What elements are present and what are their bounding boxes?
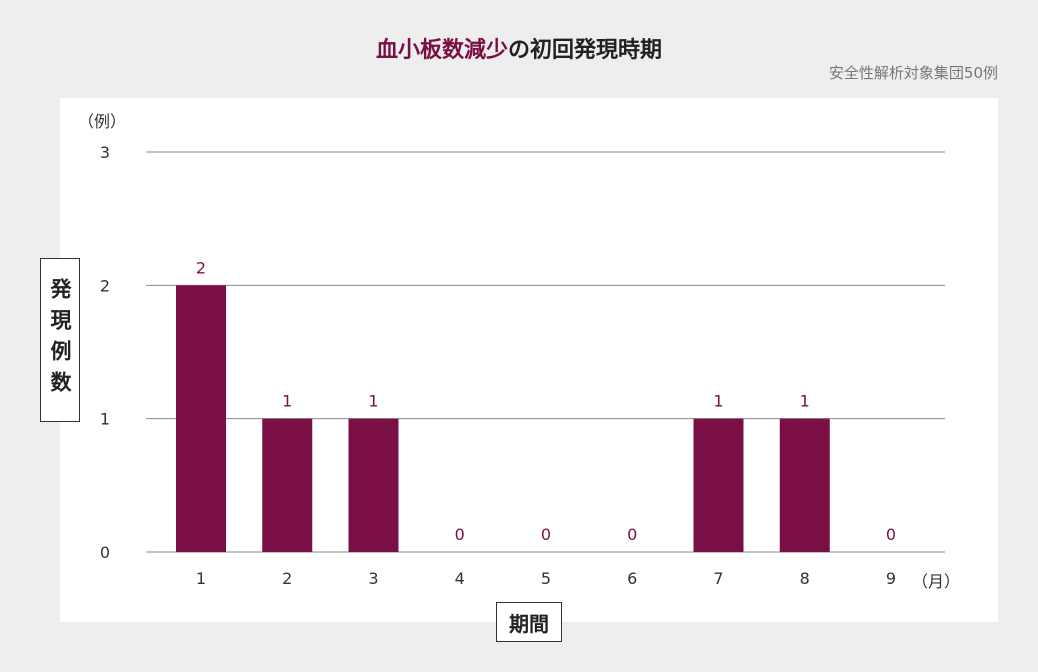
bar-2 <box>262 418 313 552</box>
y-unit-label: （例） <box>78 112 127 131</box>
x-axis-title-box: 期間 <box>496 602 562 642</box>
chart-title: 血小板数減少の初回発現時期 <box>0 32 1038 64</box>
bar-7 <box>693 418 744 552</box>
data-label-3: 1 <box>368 392 378 411</box>
data-label-8: 1 <box>800 392 810 411</box>
x-tick-label-8: 8 <box>800 569 810 588</box>
x-tick-label-1: 1 <box>196 569 206 588</box>
y-tick-label-2: 2 <box>100 276 110 295</box>
data-label-5: 0 <box>541 525 551 544</box>
y-tick-label-1: 1 <box>100 410 110 429</box>
data-label-1: 2 <box>196 258 206 277</box>
x-tick-label-3: 3 <box>368 569 378 588</box>
x-tick-label-9: 9 <box>886 569 896 588</box>
y-axis-title-box: 発現例数 <box>40 258 80 422</box>
x-unit-label: （月） <box>912 572 961 591</box>
bar-8 <box>779 418 830 552</box>
x-tick-label-7: 7 <box>713 569 723 588</box>
data-label-6: 0 <box>627 525 637 544</box>
bar-3 <box>348 418 399 552</box>
data-label-2: 1 <box>282 392 292 411</box>
y-axis-title: 発現例数 <box>48 278 72 402</box>
x-tick-label-2: 2 <box>282 569 292 588</box>
y-tick-label-3: 3 <box>100 143 110 162</box>
chart-title-rest: の初回発現時期 <box>508 38 663 63</box>
data-label-9: 0 <box>886 525 896 544</box>
chart-subtitle: 安全性解析対象集団50例 <box>828 64 998 82</box>
x-axis-title: 期間 <box>509 611 549 636</box>
data-label-7: 1 <box>713 392 723 411</box>
data-label-4: 0 <box>455 525 465 544</box>
chart-title-highlight: 血小板数減少 <box>375 38 508 63</box>
x-tick-label-6: 6 <box>627 569 637 588</box>
x-tick-label-5: 5 <box>541 569 551 588</box>
bar-1 <box>176 285 226 552</box>
y-tick-label-0: 0 <box>100 543 110 562</box>
x-tick-label-4: 4 <box>455 569 465 588</box>
